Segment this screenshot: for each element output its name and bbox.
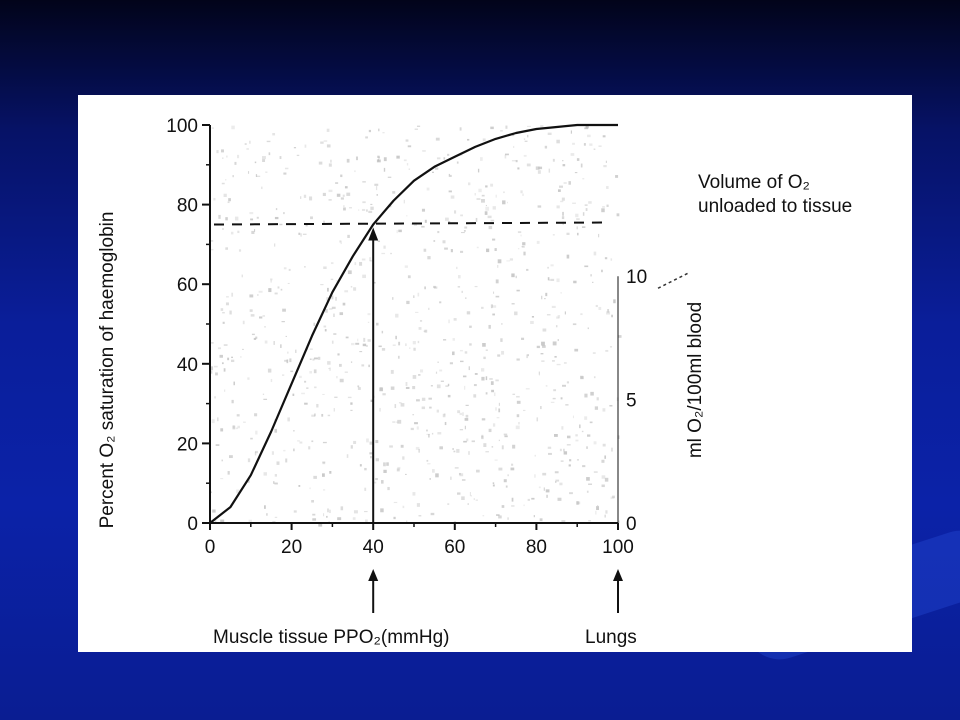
- x-tick-label: 40: [363, 537, 384, 558]
- dissociation-curve: [209, 123, 618, 524]
- right-axis-label: ml O₂/100ml blood: [685, 302, 706, 458]
- dashed-saturation-line: [213, 221, 608, 226]
- marker-arrow-head: [368, 227, 379, 241]
- volume-annotation-line1: Volume of O₂: [698, 172, 810, 193]
- scan-texture: [210, 125, 622, 527]
- right-tick-label: 10: [626, 267, 647, 288]
- y-tick-label: 40: [177, 355, 198, 376]
- y-tick-label: 80: [177, 196, 198, 217]
- y-tick-label: 20: [177, 434, 198, 455]
- chart-svg: Percent O₂ saturation of haemoglobin ml …: [97, 116, 852, 648]
- x-tick-label: 80: [526, 537, 547, 558]
- lungs-arrow-head: [613, 569, 623, 581]
- x-tick-label: 0: [205, 537, 216, 558]
- tissue-arrow-head: [368, 569, 379, 581]
- y-tick-label: 60: [177, 275, 198, 296]
- lungs-label: Lungs: [585, 627, 637, 648]
- x-tick-label: 100: [602, 537, 634, 558]
- x-axis-label: Muscle tissue PPO₂(mmHg): [213, 627, 449, 648]
- oxygen-dissociation-figure: Percent O₂ saturation of haemoglobin ml …: [78, 95, 912, 652]
- right-tick-label: 5: [626, 391, 637, 412]
- x-tick-label: 20: [281, 537, 302, 558]
- y-tick-label: 0: [187, 514, 198, 535]
- right-tick-label: 0: [626, 514, 637, 535]
- x-tick-label: 60: [444, 537, 465, 558]
- right-leader-line: [657, 271, 691, 289]
- y-tick-label: 100: [166, 116, 198, 137]
- volume-annotation-line2: unloaded to tissue: [698, 196, 852, 217]
- y-axis-label: Percent O₂ saturation of haemoglobin: [97, 212, 118, 529]
